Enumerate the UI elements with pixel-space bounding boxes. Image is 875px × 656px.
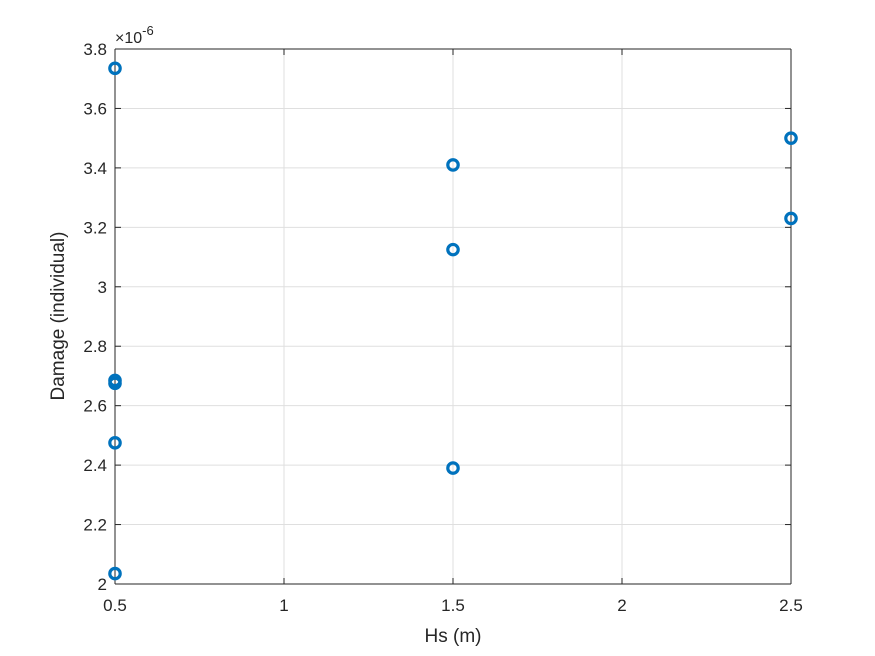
y-tick-label: 3.6 — [83, 99, 107, 118]
x-tick-label: 2.5 — [779, 596, 803, 615]
data-point — [446, 461, 460, 475]
y-tick-label: 3.4 — [83, 159, 107, 178]
x-tick-label: 0.5 — [103, 596, 127, 615]
x-tick-label: 2 — [617, 596, 626, 615]
x-tick-label: 1.5 — [441, 596, 465, 615]
data-point — [108, 61, 122, 76]
y-axis-label: Damage (individual) — [48, 232, 69, 401]
data-point — [784, 211, 798, 226]
y-tick-label: 3.8 — [83, 40, 107, 59]
y-tick-label: 2.8 — [83, 337, 107, 356]
data-point — [784, 131, 798, 145]
y-tick-label: 2.2 — [83, 516, 107, 535]
tick-labels: 0.5 1 1.5 2 2.5 2 2.2 2.4 2.6 2.8 3 3.2 3.4 3.6 3.8 — [83, 40, 802, 615]
data-point — [108, 376, 122, 391]
data-points — [108, 61, 798, 581]
y-tick-label: 2.6 — [83, 397, 107, 416]
y-tick-label: 2.4 — [83, 456, 107, 475]
y-tick-label: 3.2 — [83, 218, 107, 237]
y-tick-label: 3 — [98, 278, 107, 297]
x-axis-label: Hs (m) — [425, 626, 482, 647]
data-point — [446, 242, 460, 257]
y-exponent-base: ×10 — [115, 30, 142, 47]
data-point — [108, 436, 122, 450]
data-point — [108, 566, 122, 581]
y-tick-label: 2 — [98, 575, 107, 594]
y-exponent-power: -6 — [142, 23, 154, 38]
x-tick-label: 1 — [279, 596, 288, 615]
data-point — [446, 158, 460, 172]
y-exponent-label: ×10-6 — [115, 23, 154, 47]
